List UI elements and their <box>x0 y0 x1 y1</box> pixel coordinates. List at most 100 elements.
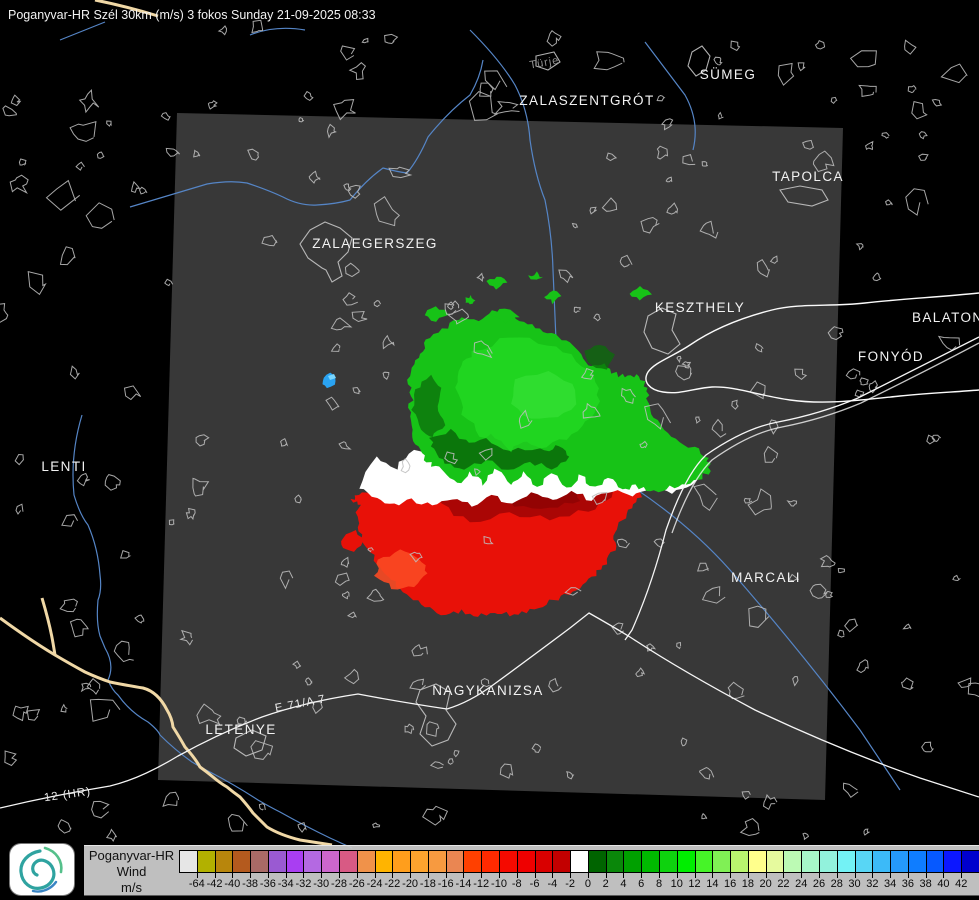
colorbar-tick <box>534 873 536 878</box>
colorbar-box <box>374 850 394 873</box>
colorbar-box <box>659 850 678 873</box>
colorbar-tick <box>925 873 927 878</box>
colorbar-tick <box>890 873 892 878</box>
colorbar-tick-label: 6 <box>638 878 645 890</box>
colorbar-box <box>587 850 607 873</box>
colorbar-box <box>481 850 500 873</box>
product-title: Poganyvar-HR Szél 30km (m/s) 3 fokos Sun… <box>8 8 376 22</box>
colorbar-box <box>961 850 979 873</box>
colorbar-tick-label: -32 <box>295 878 312 890</box>
colorbar-box <box>819 850 838 873</box>
city-label: TAPOLCA <box>772 169 844 184</box>
colorbar-tick <box>961 873 963 878</box>
city-label: ZALAEGERSZEG <box>312 236 438 251</box>
green-echo-speck <box>465 295 476 305</box>
colorbar-box <box>925 850 945 873</box>
colorbar-tick-label: 0 <box>584 878 591 890</box>
colorbar-box <box>250 850 269 873</box>
white-roads-layer <box>0 292 979 809</box>
colorbar-tick <box>250 873 252 878</box>
colorbar-tick <box>570 873 572 878</box>
colorbar-tick-label: 20 <box>759 878 772 890</box>
colorbar-tick-label: 22 <box>777 878 790 890</box>
colorbar-box <box>747 850 767 873</box>
legend-station-name: Poganyvar-HR <box>88 848 175 863</box>
colorbar-box <box>854 850 874 873</box>
colorbar-box <box>339 850 358 873</box>
colorbar-tick-label: 30 <box>848 878 861 890</box>
colorbar-tick-label: 26 <box>812 878 826 890</box>
city-label: LETENYE <box>205 722 276 737</box>
town-outline <box>687 45 711 77</box>
colorbar-box <box>516 850 536 873</box>
colorbar-tick <box>765 873 767 878</box>
colorbar-box <box>321 850 340 873</box>
colorbar-box <box>179 850 198 873</box>
major-road-layer <box>0 0 333 847</box>
colorbar-tick <box>339 873 340 878</box>
colorbar-tick <box>872 873 874 878</box>
colorbar-tick <box>801 873 803 878</box>
colorbar-tick <box>747 873 749 878</box>
colorbar-tick-label: 38 <box>919 878 932 890</box>
green-echo-speck <box>629 286 652 301</box>
colorbar-tick-label: 28 <box>830 878 843 890</box>
colorbar-tick <box>321 873 323 878</box>
colorbar-box <box>214 850 234 873</box>
colorbar-box <box>196 850 216 873</box>
colorbar-box <box>534 850 554 873</box>
colorbar-tick-label: -18 <box>419 878 436 890</box>
colorbar-box <box>445 850 465 873</box>
colorbar-tick-label: -40 <box>224 878 241 890</box>
legend-unit: m/s <box>121 880 142 895</box>
colorbar-tick-label: -14 <box>455 878 472 890</box>
colorbar-tick-label: 34 <box>883 878 897 890</box>
colorbar-tick <box>836 873 838 878</box>
colorbar-tick-label: -12 <box>473 878 490 890</box>
colorbar-tick-label: -20 <box>402 878 419 890</box>
legend-title: Poganyvar-HR Wind m/s <box>84 848 179 896</box>
town-outline <box>233 729 267 757</box>
colorbar-tick <box>410 873 412 878</box>
colorbar-tick <box>943 873 945 878</box>
colorbar-tick-label: 24 <box>795 878 808 890</box>
colorbar-box <box>872 850 892 873</box>
lake-balaton-outline <box>645 292 979 403</box>
colorbar-tick <box>356 873 358 878</box>
colorbar-box <box>623 850 643 873</box>
colorbar-box <box>552 850 572 873</box>
colorbar-box <box>356 850 376 873</box>
colorbar-tick-label: -42 <box>206 878 223 890</box>
colorbar-tick <box>854 873 856 878</box>
colorbar-tick-label: 2 <box>602 878 609 890</box>
cyclone-spiral-icon <box>19 846 63 893</box>
colorbar-box <box>943 850 963 873</box>
colorbar-tick <box>499 873 500 878</box>
colorbar-box <box>712 850 732 873</box>
colorbar-tick-label: -26 <box>348 878 365 890</box>
colorbar-tick <box>712 873 714 878</box>
colorbar-tick-label: 16 <box>723 878 737 890</box>
colorbar-box <box>783 850 803 873</box>
colorbar-tick <box>196 873 198 878</box>
town-outline <box>779 185 829 207</box>
colorbar-box <box>836 850 856 873</box>
colorbar-box <box>694 850 714 873</box>
town-outline <box>415 683 457 747</box>
colorbar-box <box>676 850 696 873</box>
colorbar-tick-label: -34 <box>277 878 294 890</box>
colorbar-tick <box>214 873 216 878</box>
colorbar-tick-label: -2 <box>565 878 575 890</box>
colorbar-box <box>570 850 589 873</box>
colorbar-tick-label: 36 <box>901 878 914 890</box>
town-outline <box>535 51 561 71</box>
colorbar-tick-label: 32 <box>866 878 879 890</box>
colorbar-tick <box>783 873 785 878</box>
colorbar-tick <box>303 873 305 878</box>
colorbar-tick <box>659 873 660 878</box>
city-label: LENTI <box>41 459 86 474</box>
colorbar-tick-label: -24 <box>366 878 383 890</box>
colorbar-box <box>605 850 625 873</box>
colorbar-box <box>392 850 412 873</box>
green-echo-speck <box>544 290 562 305</box>
